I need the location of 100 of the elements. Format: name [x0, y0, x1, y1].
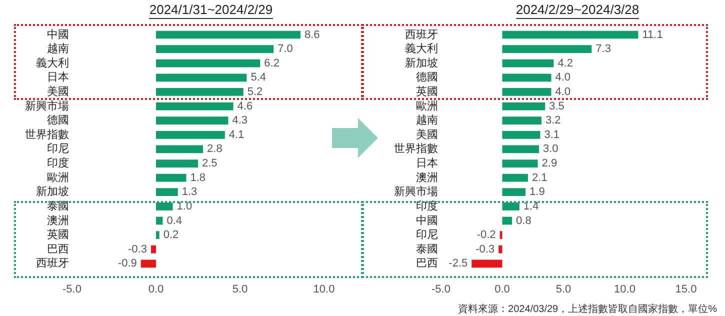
y-tick-label: 印尼	[47, 142, 69, 156]
data-label: -2.5	[448, 258, 468, 270]
data-label: 2.1	[532, 172, 548, 184]
bar	[502, 30, 638, 39]
bar	[502, 102, 546, 110]
bar	[502, 116, 542, 125]
x-tick-label: 15.0	[675, 283, 697, 296]
bar	[502, 74, 552, 82]
bar	[150, 245, 156, 254]
y-tick-label: 巴西	[47, 243, 69, 256]
y-tick-label: 義大利	[36, 56, 69, 70]
bar	[156, 59, 260, 68]
data-label: 4.2	[558, 57, 573, 70]
bar	[502, 216, 512, 225]
data-label: 4.6	[237, 100, 253, 112]
bar	[156, 216, 163, 225]
bar	[156, 231, 160, 239]
data-label: 11.1	[642, 28, 663, 41]
bar	[502, 88, 552, 96]
x-tick-label: 5.0	[556, 283, 572, 296]
y-tick-label: 美國	[47, 85, 69, 98]
x-tick-label: -5.0	[62, 283, 82, 296]
y-tick-label: 英國	[416, 85, 438, 98]
y-tick-label: 新加坡	[36, 185, 69, 198]
data-label: 5.2	[247, 86, 263, 98]
data-label: 3.2	[545, 114, 561, 127]
data-label: -0.3	[128, 243, 147, 256]
data-label: 3.5	[549, 100, 564, 112]
data-label: 1.3	[182, 186, 198, 198]
data-label: 4.0	[555, 86, 571, 98]
data-label: 8.6	[304, 28, 320, 41]
y-tick-label: 印尼	[416, 228, 438, 242]
y-tick-label: 澳洲	[416, 170, 438, 184]
y-tick-label: 泰國	[416, 243, 438, 256]
y-tick-label: 印度	[47, 156, 69, 170]
data-label: 1.4	[523, 200, 539, 212]
bar	[156, 45, 274, 53]
y-tick-label: 英國	[47, 228, 69, 242]
y-tick-label: 澳洲	[47, 214, 69, 227]
data-label: -0.2	[476, 229, 496, 242]
y-tick-label: 世界指數	[394, 142, 438, 156]
y-tick-label: 歐洲	[47, 170, 69, 184]
bar	[156, 74, 247, 82]
data-label: 0.4	[166, 214, 182, 227]
bar	[156, 174, 186, 182]
data-label: -0.3	[476, 243, 495, 256]
y-tick-label: 歐洲	[416, 99, 438, 112]
bar	[502, 59, 554, 68]
bar	[156, 30, 300, 39]
x-tick-label: -5.0	[432, 283, 450, 296]
y-tick-label: 巴西	[416, 258, 438, 270]
bar	[502, 202, 520, 210]
bar	[502, 174, 528, 182]
bar	[156, 160, 198, 168]
data-label: 5.4	[250, 72, 266, 84]
y-tick-label: 美國	[416, 128, 438, 141]
y-tick-label: 中國	[47, 28, 69, 41]
bar	[498, 245, 502, 254]
y-tick-label: 日本	[47, 70, 69, 84]
y-tick-label: 西班牙	[405, 28, 438, 41]
data-label: 1.9	[530, 186, 545, 198]
data-label: 6.2	[264, 57, 280, 70]
y-tick-label: 新興市場	[394, 185, 438, 198]
bar	[502, 160, 538, 168]
data-label: 4.0	[555, 72, 571, 84]
data-label: 3.1	[544, 128, 560, 141]
y-tick-label: 西班牙	[36, 256, 69, 270]
data-label: 4.1	[228, 128, 244, 141]
bar	[156, 188, 178, 196]
x-tick-label: 10.0	[614, 283, 636, 296]
bar	[500, 231, 502, 239]
y-tick-label: 越南	[416, 114, 438, 127]
y-tick-label: 新加坡	[405, 56, 438, 70]
bar	[156, 130, 225, 139]
x-tick-label: 10.0	[313, 283, 335, 296]
x-tick-label: 0.0	[494, 283, 510, 296]
bar	[502, 145, 539, 154]
data-label: -0.9	[118, 258, 137, 270]
bar	[156, 102, 234, 110]
data-label: 4.3	[232, 114, 248, 127]
chart-title: 2024/2/29~2024/3/28	[516, 2, 640, 19]
x-tick-label: 0.0	[148, 283, 164, 296]
bar	[502, 188, 526, 196]
bar	[156, 202, 173, 210]
y-tick-label: 德國	[416, 72, 438, 84]
source-note: 資料來源：2024/03/29，上述指數皆取自國家指數，單位%	[458, 302, 717, 316]
bar	[156, 145, 204, 154]
y-tick-label: 中國	[416, 214, 438, 227]
data-label: 2.8	[207, 143, 222, 156]
bar	[472, 260, 502, 268]
data-label: 2.5	[202, 158, 218, 170]
y-tick-label: 世界指數	[25, 128, 69, 141]
data-label: 7.0	[278, 43, 293, 56]
bar	[502, 130, 540, 139]
x-tick-label: 5.0	[232, 283, 248, 296]
data-label: 7.3	[596, 43, 611, 56]
bar	[156, 88, 244, 96]
data-label: 2.9	[542, 158, 558, 170]
y-tick-label: 日本	[416, 156, 438, 170]
bar	[140, 260, 156, 268]
